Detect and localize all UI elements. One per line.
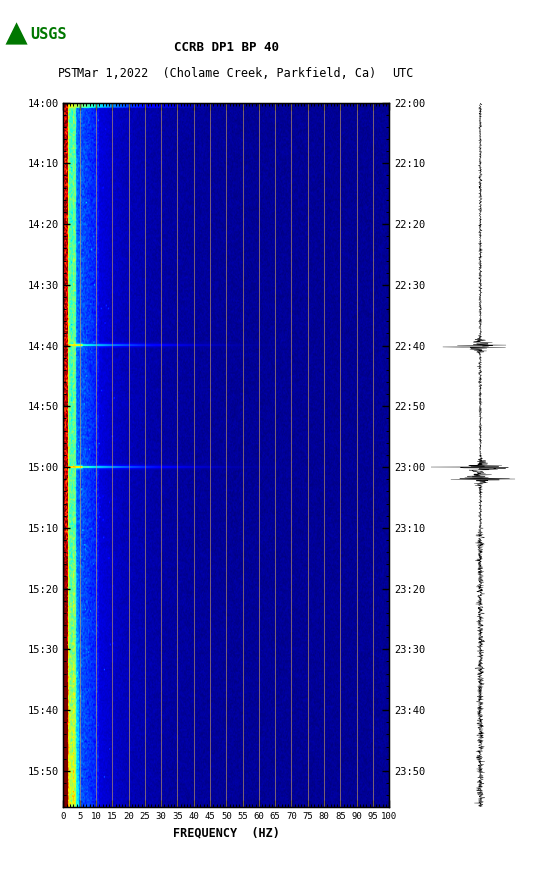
Text: PST: PST — [58, 67, 79, 80]
Text: USGS: USGS — [30, 27, 67, 42]
Text: UTC: UTC — [392, 67, 413, 80]
Text: Mar 1,2022  (Cholame Creek, Parkfield, Ca): Mar 1,2022 (Cholame Creek, Parkfield, Ca… — [77, 67, 376, 80]
X-axis label: FREQUENCY  (HZ): FREQUENCY (HZ) — [173, 827, 280, 839]
Text: CCRB DP1 BP 40: CCRB DP1 BP 40 — [174, 40, 279, 54]
